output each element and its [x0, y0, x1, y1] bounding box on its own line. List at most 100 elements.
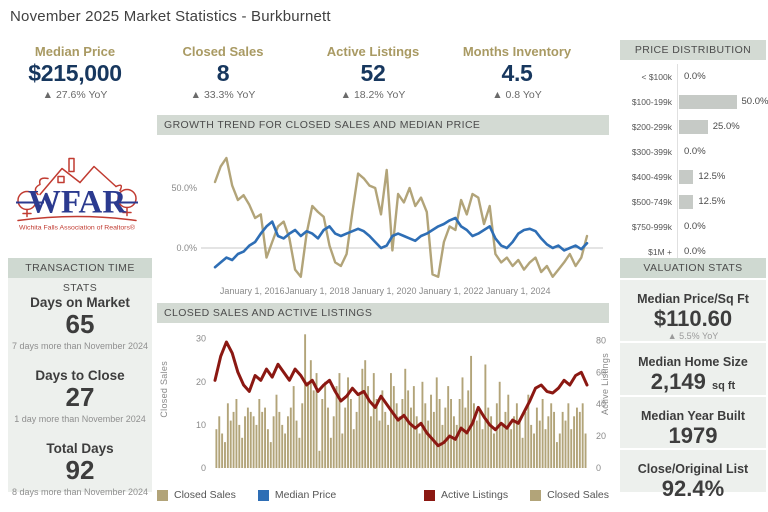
growth-trend-section: GROWTH TREND FOR CLOSED SALES AND MEDIAN…: [157, 115, 609, 299]
kpi-value: 8: [216, 60, 230, 86]
stat-note: 8 days more than November 2024: [11, 486, 149, 497]
legend-item[interactable]: Closed Sales: [530, 489, 609, 501]
stat-value: 92.4%: [661, 475, 725, 501]
stat-total-days: Total Days 92 8 days more than November …: [8, 424, 152, 497]
legend-item[interactable]: Median Price: [257, 489, 337, 501]
svg-text:80: 80: [596, 335, 606, 345]
stat-value: 65: [65, 309, 95, 339]
transaction-time-stats-panel: TRANSACTION TIME STATS Days on Market 65…: [8, 258, 152, 497]
price-range-label: $500-749k: [631, 196, 672, 207]
svg-text:30: 30: [196, 334, 206, 344]
stat-days-on-market: Days on Market 65 7 days more than Novem…: [8, 278, 152, 351]
stat-value: 27: [65, 381, 95, 412]
stat-median-home-size: Median Home Size 2,149 sq ft: [620, 341, 766, 394]
stat-label: Days on Market: [30, 295, 130, 310]
kpi-yoy: ▲ 33.3% YoY: [190, 89, 256, 101]
stat-days-to-close: Days to Close 27 1 day more than Novembe…: [8, 351, 152, 424]
price-range-label: $100-199k: [631, 96, 672, 107]
wfar-logo: WFAR Wichita Falls Association of Realto…: [14, 126, 140, 252]
stat-note: 7 days more than November 2024: [11, 340, 149, 351]
svg-text:20: 20: [596, 431, 606, 441]
price-dist-bar[interactable]: [679, 119, 708, 134]
legend-item[interactable]: Active Listings: [424, 489, 508, 501]
price-dist-row: < $100k 0.0%: [620, 64, 766, 89]
stat-value: $110.60: [653, 306, 733, 331]
sales-listings-chart[interactable]: 0 10 20 30 0 20 40 60 80: [157, 326, 609, 488]
price-dist-pct: 0.0%: [684, 246, 706, 257]
price-dist-bar[interactable]: [679, 194, 694, 209]
legend-swatch-tan: [157, 489, 168, 501]
price-dist-pct: 25.0%: [712, 121, 740, 132]
kpi-months-inventory: Months Inventory 4.5 ▲ 0.8 YoY: [452, 44, 582, 101]
svg-text:10: 10: [196, 420, 206, 430]
price-range-label: $300-399k: [631, 146, 672, 157]
price-range-label: $750-999k: [631, 221, 672, 232]
kpi-label: Months Inventory: [462, 44, 572, 59]
kpi-median-price: Median Price $215,000 ▲ 27.6% YoY: [10, 44, 140, 101]
svg-text:40: 40: [596, 399, 606, 409]
svg-text:0: 0: [596, 463, 601, 473]
right-axis-title: Active Listings: [600, 353, 610, 416]
price-dist-row: $100-199k 50.0%: [620, 89, 768, 114]
price-dist-row: $200-299k 25.0%: [620, 114, 766, 139]
kpi-value: 4.5: [501, 60, 533, 86]
stat-median-year-built: Median Year Built 1979: [620, 394, 766, 448]
price-dist-pct: 0.0%: [684, 146, 706, 157]
kpi-value: 52: [360, 60, 386, 86]
kpi-label: Closed Sales: [182, 44, 264, 59]
legend-row: Closed Sales Median Price Active Listing…: [157, 489, 609, 501]
transaction-stats-header: TRANSACTION TIME STATS: [8, 258, 152, 294]
stat-label: Close/Original List: [637, 461, 749, 476]
stat-close-original-list: Close/Original List 92.4%: [620, 447, 766, 501]
stat-note: 1 day more than November 2024: [14, 413, 146, 424]
price-dist-bar[interactable]: [679, 169, 694, 184]
stat-label: Total Days: [46, 440, 114, 456]
kpi-yoy: ▲ 27.6% YoY: [42, 89, 108, 101]
price-dist-pct: 50.0%: [741, 96, 768, 107]
legend-label: Closed Sales: [547, 489, 609, 501]
kpi-yoy: ▲ 0.8 YoY: [492, 89, 542, 101]
svg-text:January 1, 2020: January 1, 2020: [352, 286, 417, 296]
stat-value-suffix: sq ft: [711, 380, 736, 393]
stat-label: Days to Close: [35, 367, 125, 383]
svg-text:January 1, 2022: January 1, 2022: [419, 286, 484, 296]
valuation-stats-header: VALUATION STATS: [620, 258, 766, 278]
price-distribution-rows: < $100k 0.0% $100-199k 50.0% $200-299k 2…: [620, 64, 768, 264]
price-distribution-header: PRICE DISTRIBUTION: [620, 40, 766, 60]
sales-listings-header: CLOSED SALES AND ACTIVE LISTINGS: [157, 303, 609, 323]
growth-chart-legend: Closed Sales Median Price: [157, 489, 336, 501]
legend-swatch-blue: [257, 489, 269, 501]
wfar-acronym: WFAR: [28, 185, 128, 221]
price-dist-pct: 0.0%: [684, 221, 706, 232]
stat-label: Median Home Size: [638, 355, 748, 370]
stat-value: 2,149 sq ft: [620, 369, 766, 394]
kpi-yoy: ▲ 18.2% YoY: [340, 89, 406, 101]
legend-label: Active Listings: [441, 489, 509, 501]
kpi-closed-sales: Closed Sales 8 ▲ 33.3% YoY: [158, 44, 288, 101]
price-dist-pct: 12.5%: [698, 196, 726, 207]
legend-swatch-maroon: [424, 489, 435, 501]
svg-text:60: 60: [596, 367, 606, 377]
price-range-label: $400-499k: [631, 171, 672, 182]
stat-label: Median Year Built: [641, 408, 745, 423]
stat-value: 92: [65, 454, 95, 485]
stat-yoy: ▲ 5.5% YoY: [667, 331, 719, 342]
growth-trend-chart[interactable]: 50.0%0.0%January 1, 2016 January 1, 2018 J…: [157, 138, 609, 298]
sales-listings-section: CLOSED SALES AND ACTIVE LISTINGS 0 10 20 30…: [157, 303, 610, 489]
svg-text:0: 0: [201, 463, 206, 473]
price-dist-pct: 0.0%: [684, 71, 706, 82]
price-dist-row: $1M + 0.0%: [620, 239, 766, 264]
price-dist-row: $400-499k 12.5%: [620, 164, 766, 189]
svg-text:January 1, 2024: January 1, 2024: [486, 286, 551, 296]
valuation-stats-panel: VALUATION STATS Median Price/Sq Ft $110.…: [620, 258, 766, 501]
price-range-label: $200-299k: [631, 121, 672, 132]
legend-item[interactable]: Closed Sales: [157, 489, 236, 501]
sales-chart-legend: Active Listings Closed Sales: [424, 489, 609, 501]
price-dist-bar[interactable]: [679, 94, 737, 109]
kpi-value: $215,000: [28, 60, 122, 86]
legend-label: Median Price: [274, 489, 337, 501]
price-dist-row: $500-749k 12.5%: [620, 189, 766, 214]
price-dist-row: $750-999k 0.0%: [620, 214, 766, 239]
stat-label: Median Price/Sq Ft: [637, 292, 749, 306]
